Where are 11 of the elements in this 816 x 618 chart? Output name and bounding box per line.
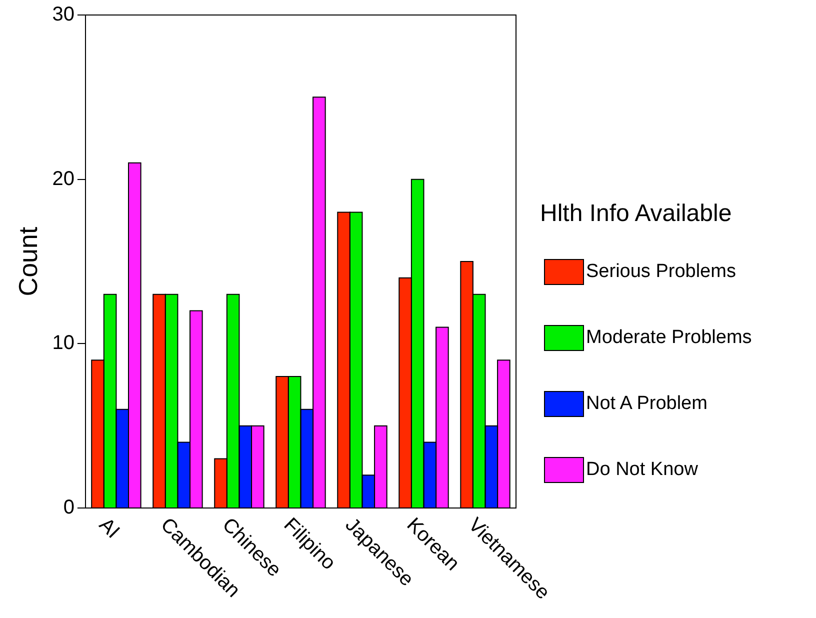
y-tick-label: 20: [52, 168, 74, 190]
y-tick-label: 30: [52, 4, 74, 26]
y-axis-title: Count: [12, 226, 43, 296]
legend-label: Do Not Know: [586, 459, 698, 481]
y-tick-label: 0: [63, 496, 74, 519]
legend-label: Not A Problem: [586, 393, 708, 415]
legend-label: Moderate Problems: [586, 327, 752, 349]
legend-title: Hlth Info Available: [540, 200, 733, 228]
legend-label: Serious Problems: [586, 261, 736, 283]
x-tick-label: AI: [94, 514, 124, 543]
y-tick-label: 10: [52, 332, 74, 354]
